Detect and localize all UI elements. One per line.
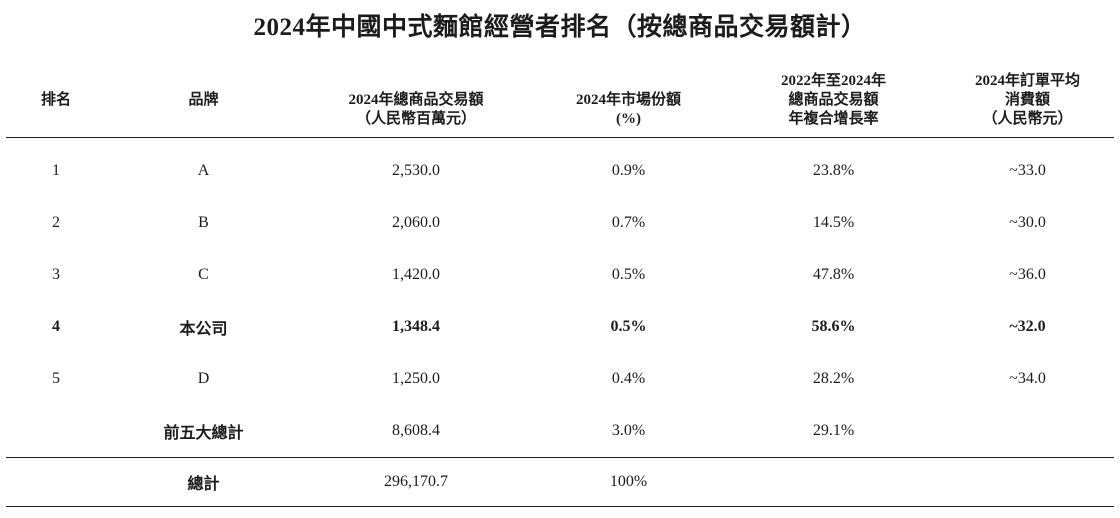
header-line: (%) [616,111,641,127]
cell-rank: 2 [52,214,60,231]
subtotal-label: 前五大總計 [163,425,244,442]
table-row-3: 3 C 1,420.0 0.5% 47.8% ~36.0 [6,249,1114,301]
cell-brand: C [198,266,209,283]
cell-avg-order-value: ~30.0 [1009,214,1046,231]
cell-gmv: 1,250.0 [392,370,440,387]
header-line: 品牌 [188,92,219,108]
page-title: 2024年中國中式麵館經營者排名（按總商品交易額計） [253,14,867,41]
cell-gmv: 2,530.0 [392,162,440,179]
header-line: 2024年市場份額 [575,92,681,108]
cell-rank: 5 [52,370,60,387]
cell-market-share: 0.9% [611,162,646,179]
cell-brand: 本公司 [179,321,228,338]
header-line: 消費額 [1004,92,1050,108]
cell-cagr: 14.5% [812,214,855,231]
header-line: （人民幣元） [982,111,1073,127]
total-label: 總計 [187,476,220,493]
header-line: 2024年總商品交易額 [348,92,484,108]
col-header-market-share: 2024年市場份額 (%) [531,91,726,129]
cell-rank: 4 [52,318,60,335]
header-line: （人民幣百萬元） [355,111,476,127]
cell-brand: D [197,370,210,387]
cell-gmv: 8,608.4 [392,422,440,439]
cell-cagr: 28.2% [812,370,855,387]
cell-market-share: 0.5% [611,266,646,283]
cell-market-share: 0.5% [610,318,647,335]
header-line: 總商品交易額 [788,92,879,108]
subtotal-row-top5: 前五大總計 8,608.4 3.0% 29.1% [6,405,1114,457]
cell-rank: 1 [52,162,60,179]
cell-gmv: 296,170.7 [384,473,448,490]
total-row: 總計 296,170.7 100% [6,457,1114,507]
col-header-gmv: 2024年總商品交易額 （人民幣百萬元） [301,91,531,129]
cell-brand: A [197,162,210,179]
cell-avg-order-value: ~32.0 [1009,318,1046,335]
col-header-brand: 品牌 [106,91,301,110]
cell-market-share: 3.0% [611,422,646,439]
cell-avg-order-value: ~36.0 [1009,266,1046,283]
cell-brand: B [198,214,209,231]
header-line: 年複合增長率 [788,111,879,127]
header-line: 2022年至2024年 [780,73,886,89]
col-header-avg-order-value: 2024年訂單平均 消費額 （人民幣元） [941,72,1114,129]
cell-gmv: 2,060.0 [392,214,440,231]
table-row-4-company: 4 本公司 1,348.4 0.5% 58.6% ~32.0 [6,301,1114,353]
header-line: 排名 [40,92,71,108]
cell-gmv: 1,420.0 [392,266,440,283]
cell-gmv: 1,348.4 [392,318,440,335]
table-header-row: 排名 品牌 2024年總商品交易額 （人民幣百萬元） 2024年市場份額 (%)… [6,43,1114,138]
col-header-cagr: 2022年至2024年 總商品交易額 年複合增長率 [726,72,941,129]
cell-cagr: 58.6% [811,318,856,335]
header-line: 2024年訂單平均 [974,73,1080,89]
table-row-2: 2 B 2,060.0 0.7% 14.5% ~30.0 [6,197,1114,249]
cell-cagr: 47.8% [812,266,855,283]
col-header-rank: 排名 [6,91,106,110]
cell-market-share: 100% [609,473,648,490]
cell-avg-order-value: ~34.0 [1009,370,1046,387]
cell-cagr: 29.1% [812,422,855,439]
cell-market-share: 0.4% [611,370,646,387]
cell-market-share: 0.7% [611,214,646,231]
cell-rank: 3 [52,266,60,283]
table-body: 1 A 2,530.0 0.9% 23.8% ~33.0 2 B 2,060.0… [6,138,1114,457]
ranking-table: 排名 品牌 2024年總商品交易額 （人民幣百萬元） 2024年市場份額 (%)… [6,43,1114,507]
table-row-5: 5 D 1,250.0 0.4% 28.2% ~34.0 [6,353,1114,405]
table-row-1: 1 A 2,530.0 0.9% 23.8% ~33.0 [6,145,1114,197]
cell-avg-order-value: ~33.0 [1009,162,1046,179]
cell-cagr: 23.8% [812,162,855,179]
